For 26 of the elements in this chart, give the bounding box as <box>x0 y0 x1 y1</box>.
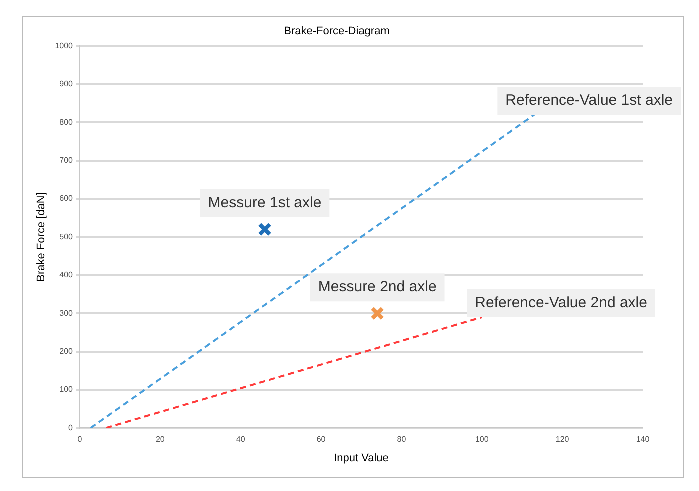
y-tick-label: 600 <box>60 194 74 204</box>
chart-title: Brake-Force-Diagram <box>284 26 390 38</box>
y-tick-label: 500 <box>60 232 74 242</box>
y-tick-label: 1000 <box>55 41 74 50</box>
y-tick-label: 400 <box>60 270 74 280</box>
y-tick-label: 300 <box>60 308 74 318</box>
x-axis-title: Input Value <box>334 452 389 464</box>
y-tick-label: 200 <box>60 347 74 356</box>
y-tick-label: 700 <box>60 156 74 166</box>
y-tick-label: 0 <box>68 423 74 432</box>
series-label: Reference-Value 1st axle <box>506 92 674 110</box>
series-label: Reference-Value 2nd axle <box>475 294 648 312</box>
x-tick-label: 60 <box>316 435 326 444</box>
x-tick-label: 40 <box>236 435 246 444</box>
y-tick-label: 800 <box>60 118 74 127</box>
y-axis-title: Brake Force [daN] <box>36 192 48 282</box>
x-tick-label: 140 <box>636 435 650 444</box>
x-tick-label: 20 <box>156 435 166 444</box>
x-tick-label: 120 <box>556 435 570 444</box>
y-tick-label: 900 <box>60 80 74 89</box>
x-tick-label: 0 <box>78 435 83 444</box>
series-label: Messure 2nd axle <box>318 278 437 296</box>
y-tick-label: 100 <box>60 385 74 394</box>
series-label: Messure 1st axle <box>208 194 322 212</box>
x-tick-label: 80 <box>397 435 407 444</box>
x-tick-label: 100 <box>475 435 490 444</box>
